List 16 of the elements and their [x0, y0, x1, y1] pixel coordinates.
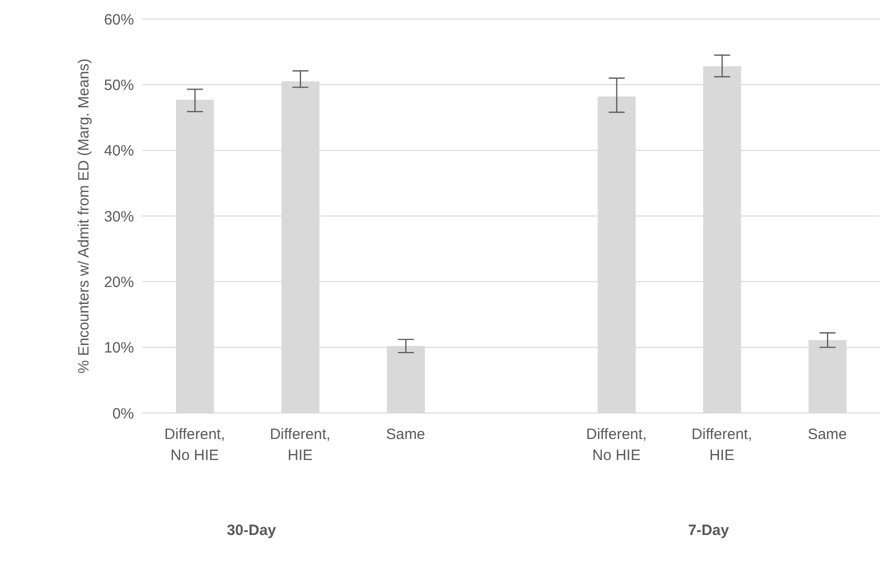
x-tick-label: Different, HIE — [692, 426, 752, 464]
x-tick-label: Different, No HIE — [586, 426, 647, 464]
y-tick-label: 20% — [104, 274, 134, 291]
text: 30-Day — [226, 522, 278, 539]
x-tick-label: Different, No HIE — [164, 426, 226, 464]
x-tick-label: Different, HIE — [270, 426, 330, 464]
x-tick-label: Same — [386, 426, 426, 443]
y-tick-label: 40% — [104, 142, 134, 160]
y-axis-title: % Encounters w/ Admit from ED (Marg. Means) — [75, 58, 92, 374]
y-tick-label: 30% — [104, 208, 134, 226]
x-tick-label: Same — [808, 426, 847, 443]
y-tick-label: 60% — [104, 11, 134, 28]
y-tick-label: 10% — [104, 340, 134, 357]
y-tick-label: 50% — [104, 76, 134, 94]
text: 7-Day — [687, 522, 730, 539]
y-tick-label: 0% — [112, 405, 134, 422]
